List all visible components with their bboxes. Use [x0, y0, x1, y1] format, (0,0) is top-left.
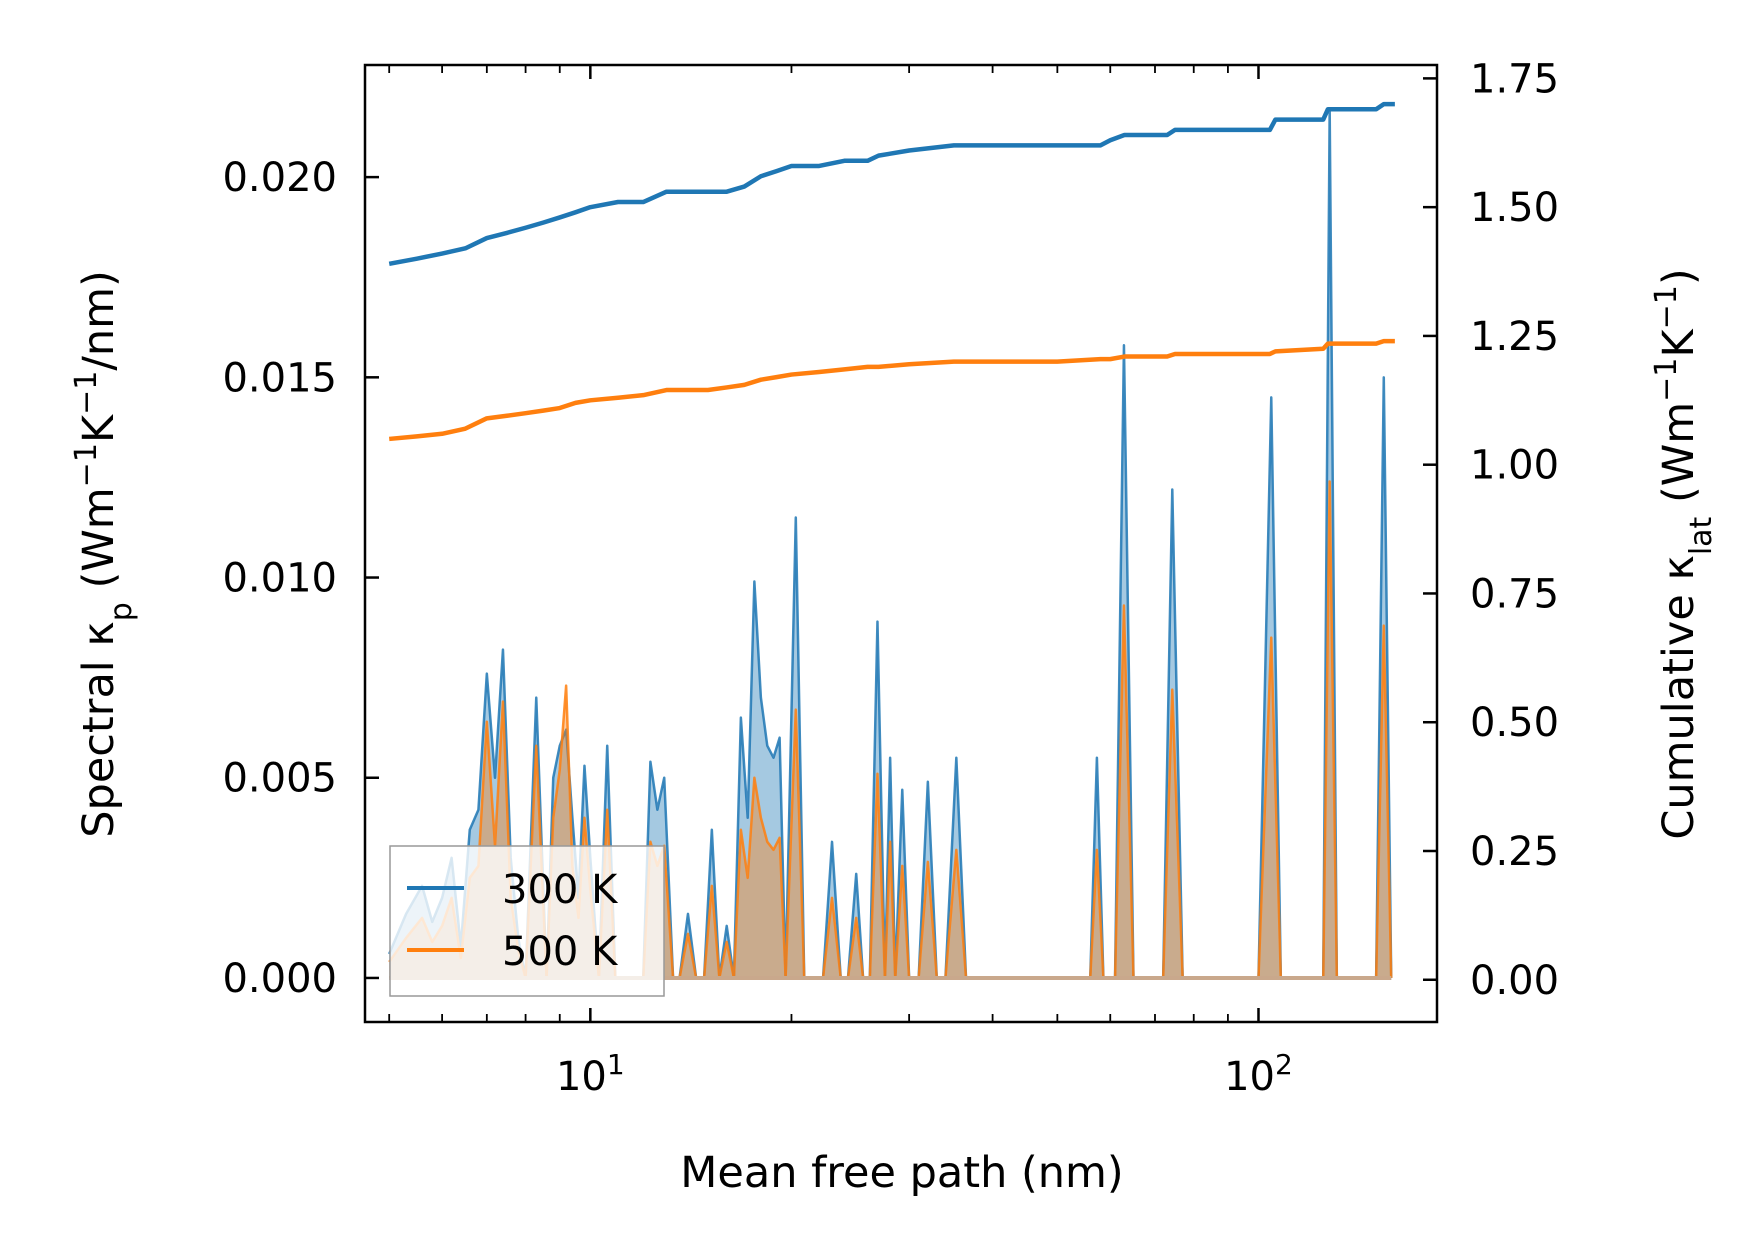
axes: 101 102 0.000 0.005 0.010 0.015 0.020 0.00 0.25 0…	[222, 56, 1559, 1100]
spectral-line-500k	[388, 480, 1393, 980]
y-axis-right-title: Cumulative κlat (Wm−1K−1)	[1649, 268, 1719, 839]
y-right-tick-label-0: 0.00	[1470, 958, 1559, 1004]
cumulative-line-300k	[388, 101, 1395, 267]
legend-frame	[389, 845, 665, 997]
x-tick-label-0: 101	[556, 1048, 625, 1101]
legend: 300 K 500 K	[389, 845, 665, 997]
y-left-tick-label-4: 0.020	[222, 155, 337, 201]
y-right-tick-label-6: 1.50	[1470, 185, 1559, 231]
y-left-tick-label-1: 0.005	[222, 756, 337, 802]
legend-label-500k: 500 K	[502, 929, 619, 975]
axes-frame	[363, 63, 1439, 1024]
y-right-tick-label-2: 0.50	[1470, 700, 1559, 746]
y-right-tick-label-3: 0.75	[1470, 571, 1559, 617]
x-tick-label-1: 102	[1224, 1048, 1293, 1101]
y-left-tick-label-3: 0.015	[222, 355, 337, 401]
y-right-tick-label-5: 1.25	[1470, 314, 1559, 360]
y-left-tick-label-2: 0.010	[222, 556, 337, 602]
y-axis-left-title: Spectral κp (Wm−1K−1/nm)	[69, 270, 139, 838]
y-right-tick-label-4: 1.00	[1470, 443, 1559, 489]
legend-label-300k: 300 K	[502, 867, 619, 913]
y-right-tick-label-7: 1.75	[1470, 56, 1559, 102]
y-right-tick-label-1: 0.25	[1470, 829, 1559, 875]
cumulative-line-500k	[388, 338, 1395, 442]
y-left-tick-label-0: 0.000	[222, 956, 337, 1002]
x-axis-title: Mean free path (nm)	[680, 1148, 1123, 1198]
